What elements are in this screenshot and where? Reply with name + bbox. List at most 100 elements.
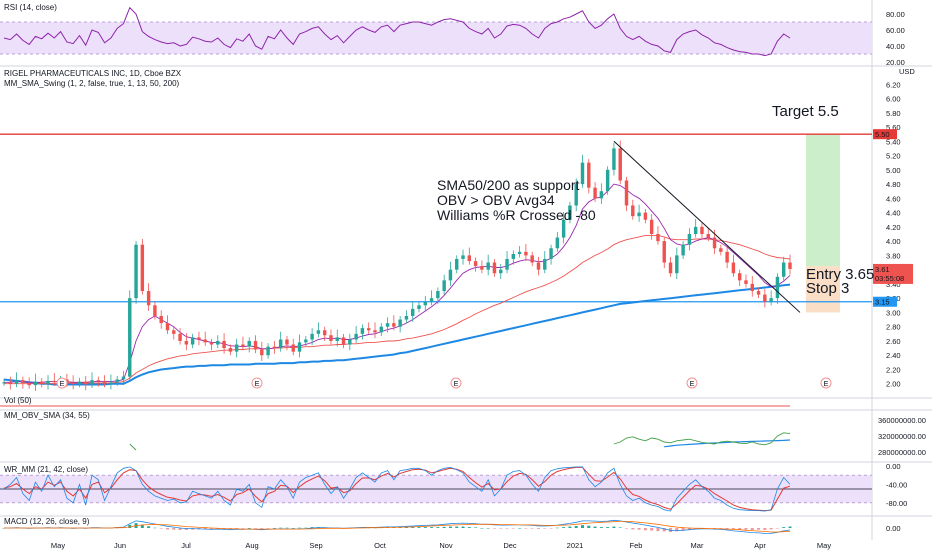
candle-body bbox=[341, 337, 346, 345]
macd-histogram-bar bbox=[423, 527, 427, 528]
williams-tick-label: -80.00 bbox=[886, 499, 907, 508]
macd-histogram-bar bbox=[612, 526, 616, 528]
price-tick-label: 4.00 bbox=[886, 237, 901, 246]
candle-body bbox=[46, 380, 50, 384]
candle-body bbox=[366, 328, 371, 331]
macd-histogram-bar bbox=[543, 528, 547, 529]
candle-body bbox=[687, 234, 692, 245]
candle-body bbox=[605, 169, 610, 192]
candle-body bbox=[725, 251, 729, 263]
macd-histogram-bar bbox=[562, 527, 566, 528]
rsi-band bbox=[0, 22, 872, 54]
rsi-tick-label: 20.00 bbox=[886, 58, 905, 67]
macd-histogram-bar bbox=[417, 527, 421, 528]
candle-body bbox=[681, 244, 685, 256]
sma200-line bbox=[3, 283, 791, 386]
candle-body bbox=[373, 330, 377, 333]
note-line-1: SMA50/200 as support bbox=[437, 177, 580, 193]
note-line-2: OBV > OBV Avg34 bbox=[437, 192, 555, 208]
candle-body bbox=[744, 280, 748, 284]
candle-body bbox=[335, 337, 339, 341]
candle-body bbox=[90, 380, 94, 385]
macd-histogram-bar bbox=[763, 528, 767, 530]
macd-pane-label: MACD (12, 26, close, 9) bbox=[4, 517, 90, 526]
macd-histogram-bar bbox=[530, 528, 534, 529]
macd-histogram-bar bbox=[247, 528, 251, 529]
macd-histogram-bar bbox=[480, 528, 484, 529]
price-tick-label: 2.00 bbox=[886, 380, 901, 389]
currency-label: USD bbox=[899, 67, 915, 76]
macd-histogram-bar bbox=[549, 528, 553, 529]
macd-histogram-bar bbox=[241, 528, 245, 529]
macd-histogram-bar bbox=[631, 528, 635, 530]
candle-body bbox=[159, 316, 163, 324]
candle-body bbox=[668, 262, 673, 274]
macd-histogram-bar bbox=[254, 528, 258, 529]
candle-body bbox=[52, 380, 57, 383]
candle-body bbox=[322, 330, 327, 336]
x-tick-label: Jul bbox=[181, 541, 191, 550]
obv-tick-label: 280000000.00 bbox=[878, 448, 926, 457]
candle-body bbox=[543, 258, 547, 270]
candle-body bbox=[631, 205, 635, 217]
candle-body bbox=[153, 305, 157, 316]
macd-histogram-bar bbox=[436, 527, 440, 528]
macd-histogram-bar bbox=[442, 526, 446, 528]
macd-histogram-bar bbox=[235, 528, 239, 529]
support-price-badge-bg bbox=[873, 296, 897, 307]
price-tick-label: 2.20 bbox=[886, 365, 901, 374]
macd-histogram-bar bbox=[738, 528, 742, 530]
macd-histogram-bar bbox=[656, 528, 660, 532]
candle-body bbox=[310, 333, 314, 340]
macd-histogram-bar bbox=[675, 528, 679, 532]
price-tick-label: 5.40 bbox=[886, 137, 901, 146]
earnings-marker-label: E bbox=[690, 379, 695, 388]
candle-body bbox=[517, 251, 522, 254]
candle-body bbox=[228, 348, 233, 352]
macd-histogram-bar bbox=[744, 528, 748, 530]
sma50-line bbox=[4, 234, 791, 385]
x-tick-label: May bbox=[51, 541, 65, 550]
candle-body bbox=[492, 262, 497, 274]
candle-body bbox=[769, 298, 773, 302]
macd-histogram-bar bbox=[210, 528, 214, 530]
candle-body bbox=[146, 291, 151, 306]
candle-body bbox=[656, 234, 660, 242]
candle-body bbox=[27, 383, 31, 386]
candle-body bbox=[184, 340, 189, 345]
candle-body bbox=[461, 255, 465, 259]
candle-body bbox=[253, 340, 258, 350]
candle-body bbox=[260, 349, 264, 356]
macd-histogram-bar bbox=[769, 528, 773, 530]
macd-histogram-bar bbox=[298, 527, 302, 529]
macd-histogram-bar bbox=[404, 527, 408, 528]
macd-histogram-bar bbox=[266, 528, 270, 529]
candle-body bbox=[612, 148, 616, 170]
candle-body bbox=[436, 291, 440, 299]
candle-body bbox=[662, 241, 666, 263]
macd-histogram-bar bbox=[260, 528, 264, 529]
candle-body bbox=[429, 298, 434, 302]
candle-body bbox=[555, 237, 560, 249]
macd-histogram-bar bbox=[172, 528, 176, 530]
macd-histogram-bar bbox=[643, 528, 647, 531]
candle-body bbox=[750, 283, 754, 292]
macd-histogram-bar bbox=[486, 528, 490, 529]
candle-body bbox=[549, 248, 553, 259]
candle-body bbox=[706, 234, 710, 238]
obv-tick-label: 360000000.00 bbox=[878, 416, 926, 425]
candle-body bbox=[222, 340, 226, 349]
candle-body bbox=[165, 323, 170, 331]
macd-histogram-bar bbox=[650, 528, 654, 531]
candle-body bbox=[297, 342, 302, 352]
rsi-tick-label: 80.00 bbox=[886, 10, 905, 19]
candle-body bbox=[781, 262, 786, 277]
chart-title: RIGEL PHARMACEUTICALS INC, 1D, Cboe BZX bbox=[4, 69, 182, 78]
candle-body bbox=[385, 323, 390, 327]
candle-body bbox=[291, 344, 295, 352]
price-tick-label: 3.80 bbox=[886, 251, 901, 260]
candle-body bbox=[172, 330, 176, 334]
x-tick-label: Nov bbox=[439, 541, 453, 550]
countdown-badge: 03:55:08 bbox=[875, 274, 904, 283]
macd-histogram-bar bbox=[140, 524, 144, 528]
